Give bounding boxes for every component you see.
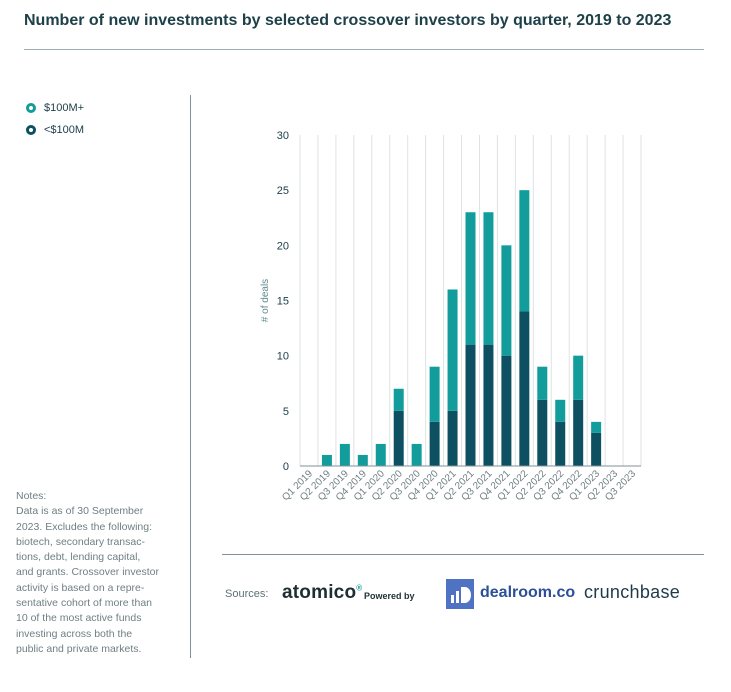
notes-line: Notes:	[16, 490, 47, 502]
y-tick-label: 10	[277, 351, 289, 363]
bar-segment-large	[411, 443, 422, 466]
y-tick-label: 20	[277, 240, 289, 252]
bar-segment-large	[357, 454, 368, 466]
bar-segment-large	[429, 366, 440, 422]
notes-line: tions, debt, lending capital,	[16, 551, 141, 564]
notes-line: investing across both the	[16, 627, 133, 640]
legend-label: $100M+	[44, 102, 85, 114]
legend-label: <$100M	[44, 124, 85, 136]
bar-segment-large	[519, 190, 530, 312]
notes-line: sentative cohort of more than	[16, 597, 152, 610]
notes-line: 10 of the most active funds	[16, 612, 142, 625]
sources-divider	[222, 554, 704, 555]
y-tick-label: 0	[283, 461, 289, 473]
notes-line: 2023. Excludes the following:	[16, 520, 153, 533]
legend: $100M+ <$100M	[26, 97, 84, 141]
bar-segment-large	[321, 454, 332, 466]
y-tick-label: 25	[277, 185, 289, 197]
notes: Notes: Data is as of 30 September 2023. …	[16, 489, 182, 657]
legend-item-large: $100M+	[26, 97, 84, 119]
bar-segment-large	[537, 366, 548, 400]
bar-segment-small	[537, 399, 548, 466]
legend-dot-icon	[26, 103, 36, 113]
bar-segment-large	[447, 289, 458, 411]
bar-segment-small	[555, 421, 566, 466]
vertical-divider	[190, 95, 191, 658]
y-tick-label: 15	[277, 296, 289, 308]
bar-segment-small	[393, 410, 404, 466]
notes-line: biotech, secondary transac-	[16, 535, 145, 548]
bar-segment-large	[501, 245, 512, 356]
bar-segment-large	[375, 443, 386, 466]
legend-item-small: <$100M	[26, 119, 84, 141]
notes-line: Data is as of 30 September	[16, 505, 144, 518]
bar-segment-large	[465, 212, 476, 345]
chart-title: Number of new investments by selected cr…	[24, 12, 672, 29]
bar-segment-small	[447, 410, 458, 466]
bar-segment-small	[519, 311, 530, 466]
bar-segment-large	[555, 399, 566, 422]
bar-segment-small	[429, 421, 440, 466]
y-tick-label: 5	[283, 406, 289, 418]
atomico-wordmark: atomico	[282, 582, 357, 603]
notes-line: activity is based on a repre-	[16, 581, 145, 594]
bar-segment-large	[483, 212, 494, 345]
y-tick-label: 30	[277, 130, 289, 142]
notes-line: and grants. Crossover investor	[16, 566, 159, 579]
powered-by-label: Powered by	[364, 591, 415, 601]
bar-segment-small	[465, 344, 476, 466]
sources-label: Sources:	[225, 588, 269, 600]
bar-segment-large	[573, 355, 584, 400]
crunchbase-logo: crunchbase	[584, 582, 681, 602]
dealroom-logo-icon	[446, 579, 474, 609]
legend-dot-icon	[26, 125, 36, 135]
dealroom-logo: dealroom.co	[480, 584, 576, 601]
bar-segment-small	[501, 355, 512, 466]
bar-segment-small	[483, 344, 494, 466]
bar-segment-small	[591, 432, 602, 466]
atomico-logo: atomico®	[282, 582, 362, 604]
bar-segment-large	[339, 443, 350, 466]
bar-segment-large	[393, 388, 404, 411]
registered-mark: ®	[356, 583, 363, 593]
bar-segment-large	[591, 421, 602, 433]
title-divider	[24, 49, 704, 50]
bar-segment-small	[573, 399, 584, 466]
y-axis-label: # of deals	[260, 279, 271, 322]
notes-line: public and private markets.	[16, 642, 142, 655]
